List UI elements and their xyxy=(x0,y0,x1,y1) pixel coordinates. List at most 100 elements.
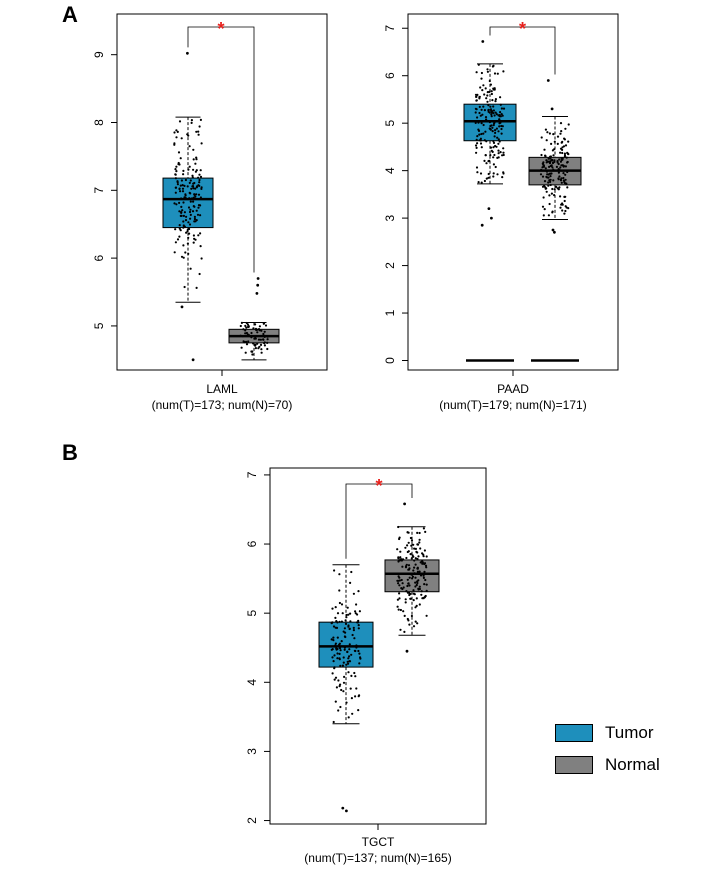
y-tick-label: 6 xyxy=(92,254,106,261)
data-point xyxy=(345,701,348,704)
data-point xyxy=(551,166,554,169)
data-point xyxy=(418,570,421,573)
y-tick-label: 0 xyxy=(383,357,397,364)
data-point xyxy=(398,576,401,579)
data-point xyxy=(339,664,342,668)
plot-frame xyxy=(269,467,487,825)
data-point xyxy=(334,642,337,645)
y-tick-label: 9 xyxy=(92,51,106,58)
data-point xyxy=(357,709,360,712)
x-axis-label: LAML xyxy=(206,382,238,396)
outlier-point xyxy=(546,79,550,82)
data-point xyxy=(335,626,339,630)
data-point xyxy=(485,177,488,180)
data-point xyxy=(412,569,415,572)
data-point xyxy=(175,136,178,139)
data-point xyxy=(240,321,243,324)
data-point xyxy=(499,96,502,99)
data-point xyxy=(180,255,184,258)
data-point xyxy=(480,181,483,184)
data-point xyxy=(540,136,543,139)
data-point xyxy=(338,647,342,650)
data-point xyxy=(263,341,266,344)
data-point xyxy=(492,140,495,143)
data-point xyxy=(489,83,492,86)
data-point xyxy=(561,209,564,212)
data-point xyxy=(197,130,200,133)
data-point xyxy=(250,336,253,339)
data-point xyxy=(492,64,495,67)
outlier-point xyxy=(405,649,409,653)
data-point xyxy=(494,111,497,114)
data-point xyxy=(262,338,265,341)
data-point xyxy=(552,168,555,171)
data-point xyxy=(541,162,545,165)
data-point xyxy=(180,179,183,182)
box-normal xyxy=(384,502,440,653)
data-point xyxy=(418,531,421,535)
data-point xyxy=(567,123,570,126)
data-point xyxy=(333,678,336,681)
data-point xyxy=(398,584,401,587)
data-point xyxy=(474,121,477,124)
data-point xyxy=(560,181,563,184)
data-point xyxy=(187,236,190,239)
data-point xyxy=(399,556,402,559)
data-point xyxy=(414,563,417,566)
data-point xyxy=(179,184,182,187)
data-point xyxy=(497,152,500,155)
panel-letter-b: B xyxy=(62,440,78,465)
data-point xyxy=(254,337,257,340)
data-point xyxy=(399,550,402,553)
data-point xyxy=(475,95,478,98)
data-point xyxy=(343,646,346,649)
data-point xyxy=(408,593,411,597)
data-point xyxy=(358,652,361,655)
data-point xyxy=(551,161,555,165)
data-point xyxy=(187,168,190,171)
data-point xyxy=(174,191,177,194)
data-point xyxy=(423,562,426,566)
data-point xyxy=(259,343,263,346)
data-point xyxy=(174,168,177,171)
data-point xyxy=(355,603,358,606)
data-point xyxy=(494,144,497,148)
data-point xyxy=(548,132,552,135)
data-point xyxy=(239,334,242,337)
data-point xyxy=(197,133,200,136)
data-point xyxy=(500,132,503,135)
data-point xyxy=(245,343,249,346)
data-point xyxy=(259,338,262,341)
data-point xyxy=(198,173,201,176)
data-point xyxy=(174,228,177,231)
y-tick-label: 7 xyxy=(245,471,259,478)
data-point xyxy=(198,181,201,184)
outlier-point xyxy=(191,358,195,362)
data-point xyxy=(178,187,181,190)
data-point xyxy=(254,323,257,326)
data-point xyxy=(419,547,422,550)
data-point xyxy=(356,621,359,624)
data-point xyxy=(425,583,428,586)
data-point xyxy=(404,598,407,601)
data-point xyxy=(337,679,340,682)
data-point xyxy=(543,148,546,151)
data-point xyxy=(492,87,495,90)
data-point xyxy=(352,629,355,632)
data-point xyxy=(502,147,505,150)
data-point xyxy=(563,152,567,155)
data-point xyxy=(182,173,185,176)
data-point xyxy=(499,103,502,106)
data-point xyxy=(199,204,202,207)
data-point xyxy=(558,158,561,161)
data-point xyxy=(331,672,334,675)
data-point xyxy=(562,179,566,182)
data-point xyxy=(401,582,404,585)
data-point xyxy=(266,335,269,338)
data-point xyxy=(424,595,427,598)
data-point xyxy=(562,145,566,148)
data-point xyxy=(260,348,263,351)
data-point xyxy=(353,637,356,640)
data-point xyxy=(483,139,486,142)
data-point xyxy=(200,142,203,145)
